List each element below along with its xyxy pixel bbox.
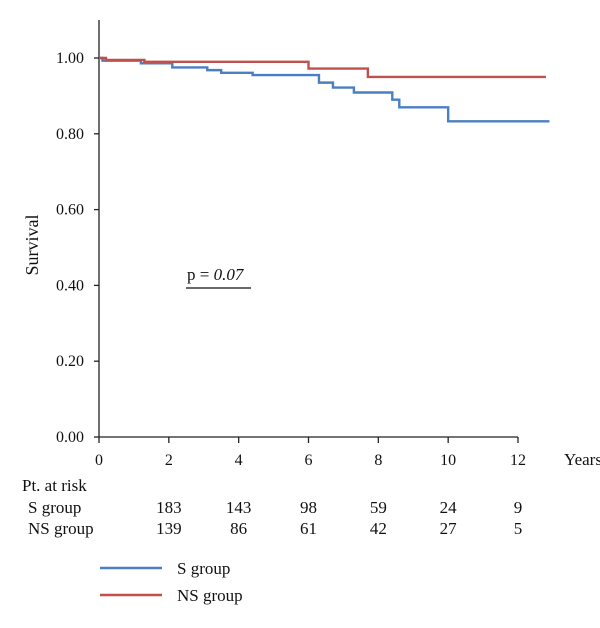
at-risk-table: Pt. at risk S group 183 143 98 59 24 9 NS group… <box>22 476 522 538</box>
p-value-annotation: p = 0.07 <box>186 265 251 289</box>
y-tick-label: 1.00 <box>56 50 84 67</box>
x-tick-label: 0 <box>95 452 103 469</box>
at-risk-count: 42 <box>370 519 387 538</box>
x-axis-label: Years <box>564 450 600 469</box>
at-risk-count: 5 <box>514 519 523 538</box>
at-risk-row-label: NS group <box>28 519 94 538</box>
p-value-number: 0.07 <box>214 265 245 284</box>
series-line-ns-group <box>99 56 546 79</box>
y-tick-label: 0.40 <box>56 277 84 294</box>
y-tick-label: 0.80 <box>56 126 84 143</box>
y-axis-ticks: 0.00 0.20 0.40 0.60 0.80 1.00 <box>56 50 99 446</box>
legend-label: NS group <box>177 586 243 605</box>
series-line-s-group <box>99 56 550 123</box>
at-risk-count: 59 <box>370 498 387 517</box>
x-tick-label: 6 <box>305 452 313 469</box>
y-tick-label: 0.00 <box>56 429 84 446</box>
x-tick-label: 12 <box>510 452 526 469</box>
plot-area <box>98 20 518 438</box>
p-value-prefix: p = <box>187 265 214 284</box>
at-risk-count: 143 <box>226 498 252 517</box>
at-risk-count: 9 <box>514 498 523 517</box>
y-axis-label: Survival <box>22 215 42 276</box>
x-axis-ticks: 0 2 4 6 8 10 12 <box>95 437 526 469</box>
legend: S group NS group <box>100 559 243 605</box>
x-tick-label: 8 <box>374 452 382 469</box>
x-tick-label: 2 <box>165 452 173 469</box>
series-layer <box>99 56 550 123</box>
at-risk-count: 24 <box>440 498 458 517</box>
at-risk-count: 98 <box>300 498 317 517</box>
x-tick-label: 10 <box>440 452 456 469</box>
at-risk-title: Pt. at risk <box>22 476 87 495</box>
at-risk-row-label: S group <box>28 498 81 517</box>
at-risk-count: 139 <box>156 519 182 538</box>
svg-text:p = 0.07: p = 0.07 <box>187 265 245 284</box>
at-risk-count: 61 <box>300 519 317 538</box>
at-risk-count: 86 <box>230 519 247 538</box>
at-risk-count: 183 <box>156 498 182 517</box>
y-tick-label: 0.20 <box>56 353 84 370</box>
at-risk-count: 27 <box>440 519 458 538</box>
legend-label: S group <box>177 559 230 578</box>
y-tick-label: 0.60 <box>56 202 84 219</box>
x-tick-label: 4 <box>235 452 243 469</box>
